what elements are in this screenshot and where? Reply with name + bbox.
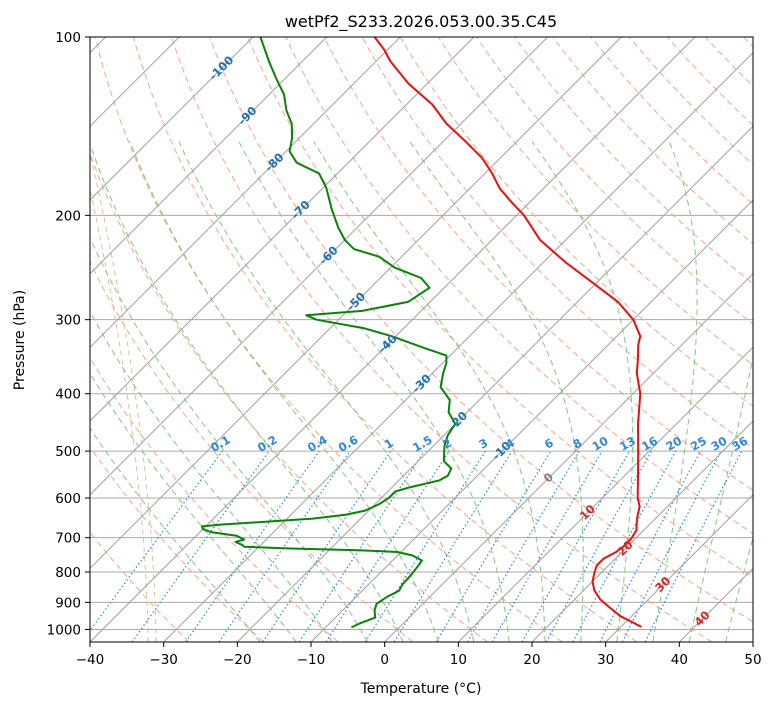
x-tick-label: 30 (597, 652, 614, 668)
reference-curve (90, 151, 157, 642)
y-axis: 100 200 300 400 500 600 700 800 900 1000 (47, 30, 90, 638)
plot-area: -100-90-80-70-60-50-40-30-20-10010203040… (90, 37, 753, 642)
reference-curve (90, 187, 149, 642)
x-tick-label: 50 (744, 652, 761, 668)
isotherm-line (163, 51, 753, 642)
mixing-ratio-label: 30 (709, 434, 730, 454)
y-tick-label: 500 (55, 444, 81, 460)
dry-adiabat (399, 37, 753, 407)
profile-series (200, 37, 642, 629)
mixing-ratio-line (131, 450, 270, 642)
moist-adiabat (652, 141, 698, 642)
y-tick-label: 700 (55, 531, 81, 547)
isotherm-line (90, 37, 254, 201)
x-tick-label: 40 (671, 652, 688, 668)
y-tick-label: 100 (55, 30, 81, 46)
moist-adiabat (688, 355, 753, 642)
x-tick-label: 20 (523, 652, 540, 668)
mixing-ratio-label: 36 (729, 434, 750, 454)
mixing-ratio-line (435, 450, 552, 642)
x-tick-label: 10 (450, 652, 467, 668)
dewpoint-profile (200, 37, 457, 629)
dry-adiabat (132, 37, 638, 642)
temperature-profile (373, 37, 642, 628)
dry-adiabat (628, 37, 753, 166)
mixing-ratio-line (491, 450, 603, 642)
x-tick-label: 0 (380, 652, 389, 668)
mixing-ratio-line (393, 450, 513, 642)
y-tick-label: 1000 (47, 622, 81, 638)
y-tick-label: 800 (55, 565, 81, 581)
y-tick-label: 300 (55, 313, 81, 329)
x-tick-label: −40 (76, 652, 105, 668)
isotherm-line (90, 37, 475, 422)
y-tick-label: 200 (55, 208, 81, 224)
moist-adiabat (90, 427, 261, 642)
moist-adiabat (129, 141, 439, 642)
x-axis-label: Temperature (°C) (360, 681, 482, 697)
isotherm-line (384, 272, 753, 642)
chart-title: wetPf2_S233.2026.053.00.35.C45 (285, 12, 557, 32)
dry-adiabat (514, 37, 753, 285)
isotherm-line (90, 37, 622, 570)
dry-adiabat (90, 446, 264, 642)
isotherm-line (90, 37, 401, 349)
dry-adiabat (323, 37, 753, 491)
reference-curves (90, 151, 157, 642)
moist-adiabat (725, 536, 753, 642)
isotherm-line (90, 37, 696, 642)
y-tick-label: 400 (55, 387, 81, 403)
pressure-gridlines (90, 37, 753, 630)
isotherm-line (531, 420, 753, 642)
mixing-ratio-line (364, 450, 486, 642)
moist-adiabat (90, 310, 333, 642)
moist-adiabat (90, 372, 297, 642)
moist-adiabat (90, 142, 404, 642)
mixing-ratio-label: 10 (590, 434, 611, 454)
moist-adiabat (178, 141, 475, 642)
mixing-ratio-line (466, 450, 580, 642)
isotherm-line (310, 199, 753, 642)
y-tick-label: 900 (55, 595, 81, 611)
moist-adiabat (238, 141, 510, 642)
moist-adiabat (409, 141, 584, 642)
isotherm-line (605, 493, 753, 642)
mixing-ratio-line (521, 450, 631, 642)
y-tick-label: 600 (55, 491, 81, 507)
x-tick-label: −20 (223, 652, 252, 668)
x-tick-label: −10 (297, 652, 326, 668)
mixing-ratio-line (218, 450, 351, 642)
isotherms (90, 37, 753, 642)
mixing-ratio-label: 25 (688, 434, 709, 454)
mixing-ratio-label: 16 (639, 434, 660, 454)
y-axis-label: Pressure (hPa) (12, 290, 28, 390)
dry-adiabat (476, 37, 753, 325)
mixing-ratio-label: 20 (663, 434, 684, 454)
isotherm-line (457, 346, 753, 642)
moist-adiabat (531, 141, 634, 642)
x-tick-label: −30 (149, 652, 178, 668)
mixing-ratio-label: 13 (617, 434, 638, 454)
isotherm-line (90, 37, 549, 496)
isotherm-line (90, 37, 328, 275)
x-axis: −40 −30 −20 −10 0 10 20 30 40 50 (76, 642, 762, 668)
mixing-ratio-line (90, 450, 223, 632)
plot-frame (89, 36, 754, 643)
dry-adiabat (247, 37, 753, 578)
isotherm-line (236, 125, 753, 642)
